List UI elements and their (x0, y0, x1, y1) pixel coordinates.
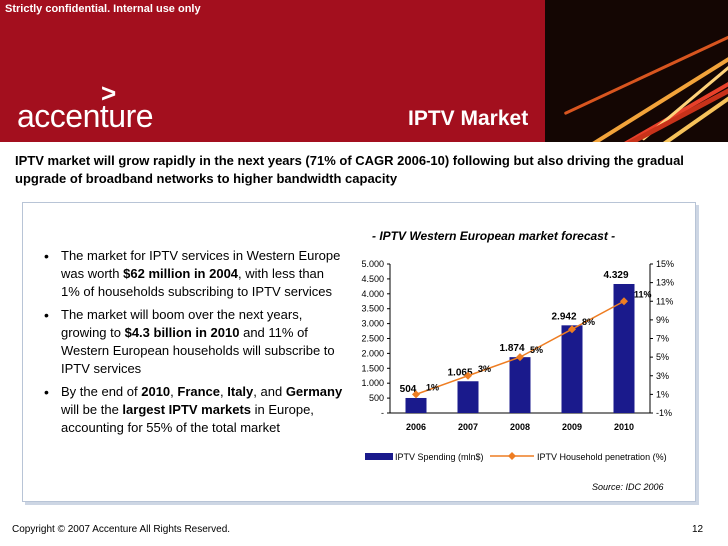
left-tick-label: 4.000 (361, 289, 384, 299)
bullet-bold-text: Italy (227, 384, 254, 399)
bullet-bold-text: $4.3 billion in 2010 (124, 325, 240, 340)
right-tick-label: 11% (656, 296, 673, 306)
right-tick-label: 5% (656, 352, 669, 362)
penetration-point (464, 371, 472, 380)
category-label: 2007 (458, 422, 478, 432)
page-number: 12 (692, 524, 704, 535)
penetration-label: 3% (478, 364, 491, 374)
bullet-text: The market will boom over the next years… (61, 307, 303, 340)
bullet-text: , with less than 1% of households subscr… (61, 266, 332, 299)
right-tick-label: 7% (656, 334, 669, 344)
left-tick-label: 1.000 (361, 378, 384, 388)
penetration-label: 5% (530, 345, 543, 355)
bullet-text: By the end of (61, 384, 142, 399)
bar (405, 397, 427, 413)
slide-header: Strictly confidential. Internal use only… (0, 0, 728, 142)
penetration-label: 11% (634, 289, 652, 299)
bar (613, 283, 635, 413)
category-label: 2009 (562, 422, 582, 432)
bullet-text: The market for IPTV services in Western … (61, 248, 341, 281)
bullet-text: will be the (61, 402, 123, 417)
bullet-item: By the end of 2010, France, Italy, and G… (33, 383, 343, 437)
bar-value-label: 4.329 (603, 270, 628, 281)
page-title: IPTV Market (408, 107, 529, 130)
header-photo (545, 0, 728, 142)
bullet-text: and 11% of Western European households w… (61, 325, 335, 376)
left-tick-label: 4.500 (361, 274, 384, 284)
right-tick-label: 3% (656, 371, 669, 381)
right-tick-label: 13% (656, 278, 674, 288)
bullet-item: The market for IPTV services in Western … (33, 247, 343, 301)
accenture-logo: accenture (17, 98, 154, 134)
left-tick-label: - (381, 408, 384, 418)
category-label: 2006 (406, 422, 426, 432)
logo-mark: > (101, 78, 117, 108)
bullet-bold-text: $62 million in 2004 (123, 266, 239, 281)
penetration-point (516, 353, 524, 362)
right-tick-label: -1% (656, 408, 672, 418)
penetration-point (568, 325, 576, 334)
bullet-text: in Europe, accounting for 55% of the tot… (61, 402, 314, 435)
bullet-list: The market for IPTV services in Western … (33, 247, 343, 442)
confidential-label: Strictly confidential. Internal use only (5, 3, 201, 15)
bullet-text: , (170, 384, 178, 399)
bar-value-label: 1.874 (499, 343, 524, 354)
bullet-bold-text: France (177, 384, 221, 399)
legend-bar-label: IPTV Spending (mln$) (395, 452, 484, 462)
left-tick-label: 2.500 (361, 334, 384, 344)
chart-title: - IPTV Western European market forecast … (372, 229, 616, 243)
right-tick-label: 15% (656, 259, 674, 269)
penetration-label: 1% (426, 382, 439, 392)
bullet-bold-text: largest IPTV markets (122, 402, 252, 417)
copyright: Copyright © 2007 Accenture All Rights Re… (12, 524, 231, 535)
bullet-text: , and (253, 384, 286, 399)
left-tick-label: 3.500 (361, 304, 384, 314)
slide-subtitle: IPTV market will grow rapidly in the nex… (15, 153, 684, 186)
bar (457, 381, 479, 413)
bullet-bold-text: 2010 (141, 384, 171, 399)
legend-line-marker (508, 452, 516, 460)
penetration-point (412, 390, 420, 399)
bullet-item: The market will boom over the next years… (33, 306, 343, 378)
category-label: 2010 (614, 422, 634, 432)
penetration-point (620, 297, 628, 306)
chart: - 500 1.000 1.500 2.000 2.500 3.000 3.500 4.000 4… (361, 259, 674, 462)
bar-value-label: 1.065 (447, 367, 472, 378)
bar-value-label: 2.942 (551, 311, 576, 322)
left-tick-label: 1.500 (361, 363, 384, 373)
right-tick-label: 9% (656, 315, 669, 325)
left-tick-label: 5.000 (361, 259, 384, 269)
right-tick-label: 1% (656, 389, 669, 399)
left-tick-label: 3.000 (361, 319, 384, 329)
category-label: 2008 (510, 422, 530, 432)
left-tick-label: 2.000 (361, 348, 384, 358)
penetration-label: 8% (582, 317, 595, 327)
bullet-bold-text: Germany (285, 384, 343, 399)
bar (509, 357, 531, 413)
source-note: Source: IDC 2006 (592, 482, 664, 492)
bullet-text: , (220, 384, 228, 399)
bar-value-label: 504 (400, 384, 417, 395)
bar (561, 325, 583, 413)
left-tick-label: 500 (369, 393, 384, 403)
legend-line-label: IPTV Household penetration (%) (537, 452, 667, 462)
legend-bar-swatch (365, 453, 393, 460)
